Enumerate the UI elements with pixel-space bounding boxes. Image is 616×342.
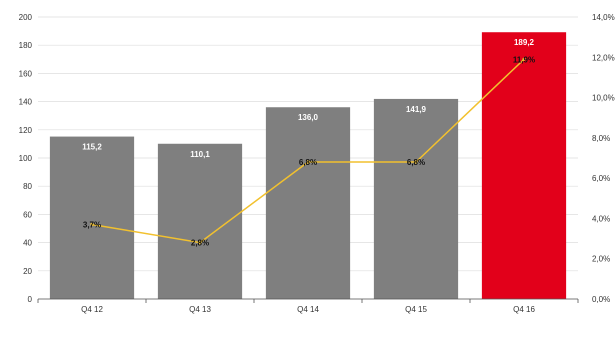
left-tick-label: 100 — [19, 154, 33, 163]
right-axis-ticks: 0,0% 2,0% 4,0% 6,0% 8,0% 10,0% 12,0% 14,0% — [592, 13, 615, 304]
bar-value-label: 141,9 — [406, 105, 427, 114]
right-tick-label: 2,0% — [592, 255, 610, 264]
bar — [265, 107, 351, 300]
line-point — [306, 160, 310, 164]
left-axis-ticks: 0 20 40 60 80 100 120 140 160 180 200 — [19, 13, 33, 304]
right-tick-label: 0,0% — [592, 295, 610, 304]
category-label: Q4 13 — [189, 305, 211, 314]
left-tick-label: 160 — [19, 69, 33, 78]
right-tick-label: 6,0% — [592, 174, 610, 183]
line-point — [90, 222, 94, 227]
line-value-label: 2,8% — [191, 239, 209, 248]
left-tick-label: 60 — [23, 210, 32, 219]
line-value-label: 11,9% — [513, 55, 535, 64]
line-series: 3,7% 2,8% 6,8% 6,8% 11,9% — [83, 55, 535, 247]
category-label: Q4 12 — [81, 305, 103, 314]
left-tick-label: 120 — [19, 126, 33, 135]
line-point — [414, 160, 418, 164]
bar — [481, 32, 567, 300]
line-value-label: 6,8% — [407, 158, 425, 167]
category-label: Q4 14 — [297, 305, 319, 314]
line-value-label: 6,8% — [299, 158, 317, 167]
left-tick-label: 180 — [19, 41, 33, 50]
left-tick-label: 200 — [19, 13, 33, 22]
right-tick-label: 4,0% — [592, 214, 610, 223]
right-tick-label: 14,0% — [592, 13, 615, 22]
bar-value-label: 110,1 — [190, 150, 210, 159]
bar-series: 115,2 110,1 136,0 141,9 189,2 — [49, 32, 567, 300]
x-axis-ticks: Q4 12 Q4 13 Q4 14 Q4 15 Q4 16 — [37, 299, 579, 314]
left-tick-label: 140 — [19, 98, 33, 107]
right-tick-label: 8,0% — [592, 134, 610, 143]
line-point — [522, 57, 526, 61]
left-tick-label: 20 — [23, 267, 32, 276]
left-tick-label: 80 — [23, 182, 32, 191]
category-label: Q4 16 — [513, 305, 535, 314]
bar-value-label: 115,2 — [82, 143, 102, 152]
right-tick-label: 12,0% — [592, 53, 615, 62]
bar — [49, 136, 135, 299]
bar-value-label: 136,0 — [298, 113, 319, 122]
category-label: Q4 15 — [405, 305, 427, 314]
line-point — [198, 241, 202, 245]
left-tick-label: 0 — [28, 295, 33, 304]
right-tick-label: 10,0% — [592, 94, 615, 103]
bar-value-label: 189,2 — [514, 38, 535, 47]
line-value-label: 3,7% — [83, 220, 101, 229]
left-tick-label: 40 — [23, 239, 32, 248]
bar — [373, 98, 459, 300]
